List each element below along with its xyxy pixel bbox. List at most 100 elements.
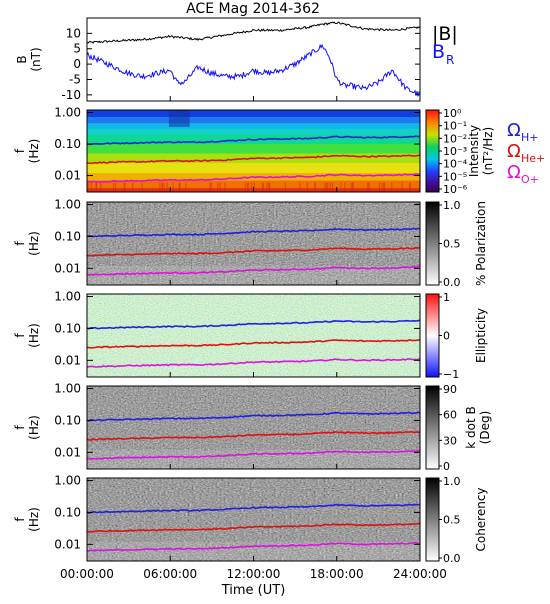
- spectrogram-colorbar-label-name: Intensity: [467, 125, 481, 177]
- polarization-texture: [87, 202, 420, 285]
- ellipticity-colorbar-tick-label: −1: [443, 368, 459, 381]
- legend-heplus-subscript: He+: [521, 152, 545, 165]
- coherency-colorbar-label: Coherency: [474, 487, 488, 551]
- heplus-gyrofrequency-line: [86, 154, 421, 165]
- coherency-ylabel-name: f: [13, 517, 27, 522]
- spectrogram-streak: [329, 182, 331, 192]
- xtick-label: 18:00:00: [310, 567, 364, 581]
- legend-hplus-symbol: Ω: [507, 120, 521, 141]
- spectrogram-streak: [306, 182, 308, 192]
- kdotb-colorbar-tick-label: 30: [443, 434, 457, 447]
- field-ylabel-unit: (nT): [29, 47, 43, 71]
- heplus-gyrofrequency-line: [86, 430, 421, 441]
- kdotb-texture: [87, 386, 420, 469]
- kdotb-ytick-label: 0.10: [54, 413, 81, 427]
- spectrogram-dark-strip: [168, 110, 190, 127]
- field-ytick-label: 10: [66, 26, 81, 40]
- spectrogram-streak: [247, 182, 249, 192]
- spectrogram-colorbar-label-unit: (nT²/Hz): [481, 127, 495, 175]
- legend-br: B: [432, 41, 445, 63]
- kdotb-ylabel-name: f: [13, 425, 27, 430]
- spectrogram-ylabel-name: f: [13, 148, 27, 153]
- coherency-panel: 1.00 0.10 0.01 f (Hz) 1.0 0.5 0.0 Coherency: [13, 474, 488, 565]
- legend-oplus-subscript: O+: [521, 173, 539, 186]
- spectrogram-colorbar-tick-label: 10⁻⁵: [443, 170, 467, 183]
- spectrogram-streak: [253, 182, 255, 192]
- spectrogram-streak: [340, 182, 342, 192]
- spectrogram-streak: [324, 182, 326, 192]
- spectrogram-streak: [409, 182, 412, 192]
- oplus-gyrofrequency-line: [86, 358, 421, 368]
- polarization-colorbar: [425, 201, 440, 286]
- spectrogram-streak: [368, 182, 370, 192]
- spectrogram-ylabel: f (Hz): [13, 139, 41, 164]
- coherency-colorbar-tick-label: 0.5: [443, 514, 461, 527]
- spectrogram-streak: [381, 182, 383, 192]
- spectrogram-streak: [261, 182, 264, 192]
- ellipticity-ytick-label: 0.10: [54, 321, 81, 335]
- spectrogram-streak: [219, 182, 221, 192]
- spectrogram-streak: [161, 182, 163, 192]
- spectrogram-ytick-label: 0.10: [54, 137, 81, 151]
- br-line: [86, 43, 421, 98]
- spectrogram-streak: [314, 182, 316, 192]
- spectrogram-streak: [163, 182, 165, 192]
- xtick-label: 24:00:00: [393, 567, 447, 581]
- spectrogram-colorbar-tick-label: 10⁻¹: [443, 120, 467, 133]
- field-ytick-label: -10: [61, 88, 81, 102]
- spectrogram-streak: [123, 182, 125, 192]
- polarization-ylabel-unit: (Hz): [27, 231, 41, 256]
- spectrogram-streak: [331, 182, 334, 192]
- kdotb-ylabel: f (Hz): [13, 415, 41, 440]
- spectrogram-streak: [408, 182, 411, 192]
- kdotb-ytick-label: 1.00: [54, 382, 81, 396]
- hplus-gyrofrequency-line: [86, 135, 421, 146]
- xtick-label: 12:00:00: [227, 567, 281, 581]
- spectrogram-streak: [112, 182, 115, 192]
- coherency-colorbar: [425, 477, 440, 562]
- kdotb-colorbar-label-name: k dot B: [464, 406, 478, 448]
- ellipticity-colorbar-tick-label: 1: [443, 291, 450, 304]
- coherency-ytick-label: 0.10: [54, 505, 81, 519]
- spectrogram-streak: [95, 182, 97, 192]
- kdotb-colorbar-tick-label: 0: [443, 460, 450, 473]
- ellipticity-colorbar: [425, 293, 440, 378]
- spectrogram-colorbar-tick-label: 10⁻³: [443, 145, 467, 158]
- spectrogram-streak: [391, 182, 393, 192]
- spectrogram-band: [87, 123, 420, 129]
- hplus-gyrofrequency-line: [86, 319, 421, 330]
- spectrogram-streak: [209, 182, 211, 192]
- spectrogram-band: [87, 117, 420, 124]
- polarization-colorbar-tick-label: 0.5: [443, 238, 461, 251]
- spectrogram-streak: [299, 182, 301, 192]
- polarization-ylabel-name: f: [13, 241, 27, 246]
- legend-heplus-symbol: Ω: [507, 141, 521, 162]
- spectrogram-streak: [367, 182, 369, 192]
- spectrogram-streak: [100, 182, 102, 192]
- polarization-ylabel: f (Hz): [13, 231, 41, 256]
- spectrogram-colorbar: [425, 109, 440, 193]
- spectrogram-streak: [262, 182, 264, 192]
- polarization-panel: 1.00 0.10 0.01 f (Hz) 1.0 0.5 0.0 % Polarization: [13, 198, 488, 289]
- polarization-ytick-label: 0.10: [54, 229, 81, 243]
- spectrogram-band: [87, 180, 420, 189]
- ellipticity-colorbar-label-name: Ellipticity: [474, 308, 488, 363]
- spectrogram-streak: [247, 182, 249, 192]
- spectrogram-colorbar-tick-label: 10⁰: [443, 107, 462, 120]
- ellipticity-ytick-label: 1.00: [54, 290, 81, 304]
- spectrogram-colorbar-tick-label: 10⁻⁴: [443, 158, 468, 171]
- spectrogram-streak: [284, 182, 286, 192]
- kdotb-colorbar: [425, 385, 440, 470]
- spectrogram-ytick-label: 0.01: [54, 169, 81, 183]
- spectrogram-streak: [166, 182, 168, 192]
- spectrogram-streak: [131, 182, 134, 192]
- spectrogram-streak: [327, 182, 329, 192]
- spectrogram-band: [87, 162, 420, 174]
- spectrogram-streak: [401, 182, 403, 192]
- btotal-line: [86, 21, 421, 44]
- oplus-gyrofrequency-line: [86, 449, 421, 460]
- x-axis-label: Time (UT): [221, 583, 286, 598]
- legend-oplus-symbol: Ω: [507, 162, 521, 183]
- field-ytick-label: -5: [69, 72, 81, 86]
